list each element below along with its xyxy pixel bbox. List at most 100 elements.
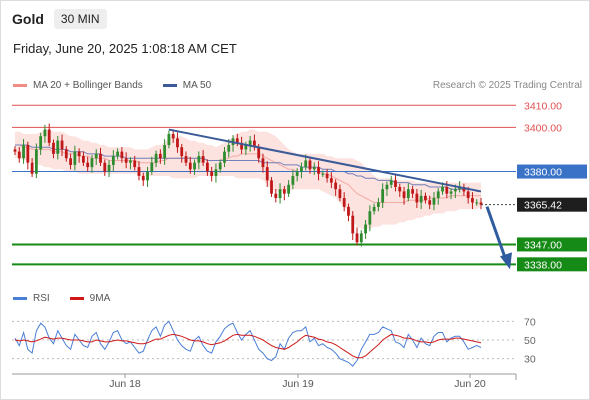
candle-body (124, 158, 128, 163)
candle-body (424, 195, 427, 201)
credit-text: Research © 2025 Trading Central (432, 80, 582, 91)
rsi-tick-label: 50 (524, 335, 536, 347)
candle-body (278, 189, 282, 199)
candle-body (184, 156, 188, 163)
rsi-ma-swatch (69, 297, 84, 300)
datetime: Friday, June 20, 2025 1:08:18 AM CET (13, 41, 237, 56)
candle-body (287, 184, 291, 194)
ma50-legend-label: MA 50 (182, 80, 212, 91)
candle-body (64, 149, 68, 159)
candle-body (154, 153, 158, 163)
candle-body (419, 195, 423, 203)
rsi-ma-line (14, 333, 482, 359)
candle-body (244, 145, 248, 150)
current-price-label: 3365.42 (524, 200, 562, 212)
candle-body (223, 151, 226, 163)
candle-body (141, 175, 145, 181)
candle-body (214, 169, 218, 176)
candle-body (265, 167, 269, 181)
level-badge (517, 164, 587, 179)
candle-body (210, 171, 214, 176)
candle-body (462, 187, 466, 192)
candle-body (111, 156, 115, 165)
candle-body (475, 202, 479, 204)
candle-body (325, 173, 329, 179)
candle-body (69, 158, 72, 165)
candle-body (17, 151, 21, 159)
candle-body (295, 171, 299, 176)
timeframe-button[interactable]: 30 MIN (53, 9, 107, 29)
candle-body (52, 142, 55, 154)
candle-body (368, 211, 372, 225)
rsi-line (14, 320, 482, 367)
candle-body (227, 145, 231, 152)
bollinger-band-fill (15, 129, 481, 229)
rsi-legend-label: RSI (33, 293, 50, 304)
bb-legend-label: MA 20 + Bollinger Bands (33, 80, 143, 91)
candle-body (351, 215, 355, 234)
level-badge (517, 257, 587, 272)
level-label: 3410.00 (524, 100, 562, 112)
candle-body (372, 206, 376, 212)
level-label: 3338.00 (524, 259, 562, 271)
rsi-ma-legend-label: 9MA (89, 293, 111, 304)
candle-body (261, 158, 265, 168)
candle-body (479, 202, 483, 205)
candle-body (43, 129, 47, 137)
forecast-arrow-shaft (485, 206, 508, 261)
candle-body (355, 233, 359, 243)
candle-body (26, 145, 30, 163)
ma50-swatch (162, 84, 177, 87)
candle-body (99, 153, 102, 163)
candle-body (47, 129, 51, 143)
candle-body (329, 178, 333, 183)
header: Gold 30 MIN (12, 8, 107, 30)
candle-body (34, 149, 38, 174)
candle-body (86, 162, 90, 168)
candle-body (82, 156, 85, 163)
level-label: 3400.00 (524, 122, 562, 134)
candle-body (248, 140, 252, 146)
candle-body (359, 233, 363, 243)
candle-body (129, 160, 132, 163)
candle-body (171, 133, 175, 139)
rsi-swatch (13, 297, 27, 300)
candle-body (90, 158, 94, 168)
candle-body (146, 171, 149, 181)
candle-body (218, 162, 222, 170)
candle-body (312, 167, 316, 170)
candle-body (381, 189, 385, 203)
candle-body (167, 133, 171, 146)
candle-body (300, 167, 303, 172)
rsi-legend: RSI 9MA (13, 293, 110, 304)
rsi-tick-label: 70 (524, 316, 536, 328)
candle-body (347, 206, 350, 216)
candle-body (188, 162, 192, 170)
candle-body (364, 224, 367, 234)
candle-body (376, 202, 380, 207)
candle-body (389, 180, 393, 185)
candle-body (436, 191, 440, 199)
level-label: 3380.00 (524, 167, 562, 179)
symbol-title: Gold (12, 11, 44, 27)
candle-body (150, 162, 154, 172)
candle-body (282, 189, 286, 194)
candle-body (342, 198, 346, 207)
forecast-arrow-head (500, 252, 512, 270)
candle-body (253, 140, 256, 148)
candle-body (304, 160, 308, 168)
candle-body (257, 147, 261, 159)
candle-body (441, 187, 444, 192)
current-price-badge (517, 197, 587, 212)
price-legend: MA 20 + Bollinger Bands MA 50 (13, 80, 211, 91)
candle-body (39, 136, 43, 150)
candle-body (398, 187, 402, 192)
level-label: 3347.00 (524, 239, 562, 251)
candle-body (394, 180, 397, 187)
candle-body (116, 151, 120, 157)
candle-body (163, 145, 167, 159)
candle-body (197, 156, 201, 163)
candle-body (338, 189, 342, 199)
candle-body (235, 138, 239, 143)
